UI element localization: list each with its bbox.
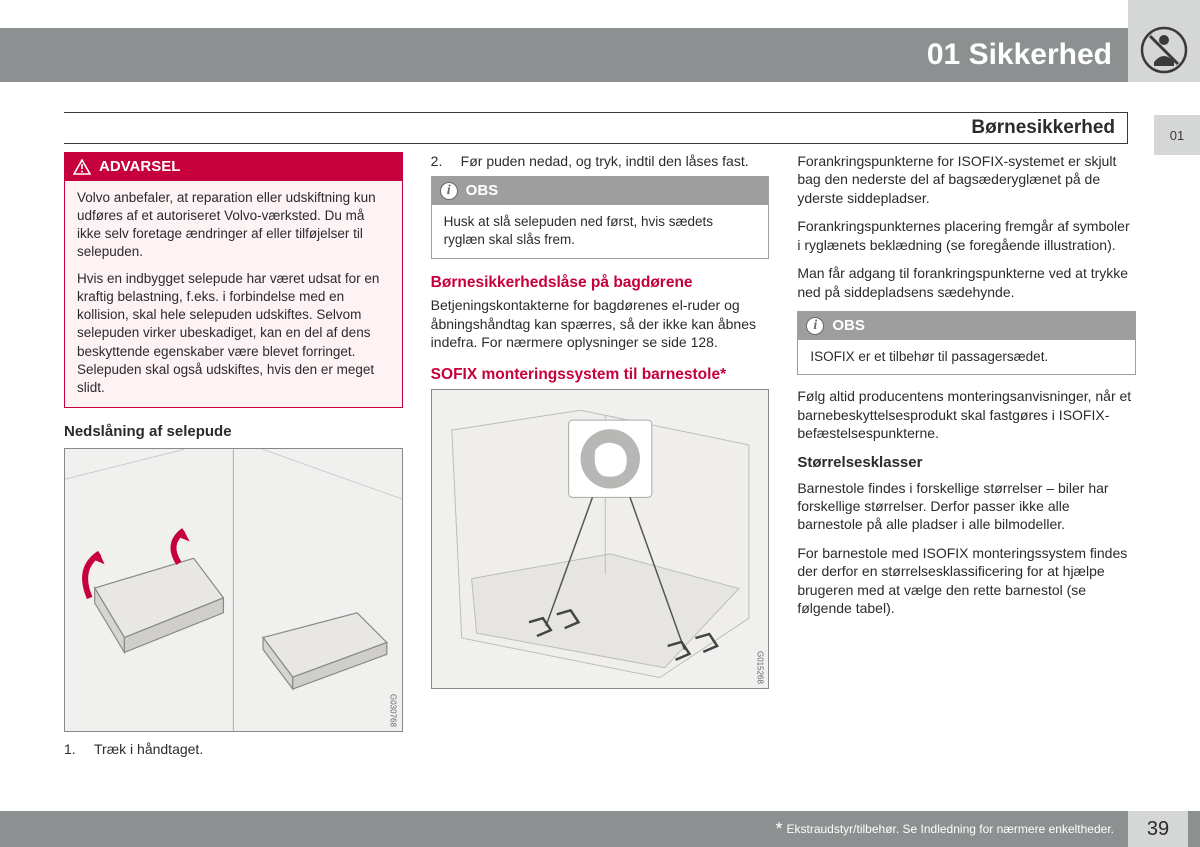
page-section-tab: 01 — [1154, 115, 1200, 155]
note-body: ISOFIX er et tilbehør til passagersædet. — [798, 340, 1135, 374]
list-item: 1. Træk i håndtaget. — [64, 740, 403, 758]
heading-nedslaning: Nedslåning af selepude — [64, 422, 403, 442]
info-icon: i — [440, 182, 458, 200]
content-area: ADVARSEL Volvo anbefaler, at reparation … — [64, 152, 1136, 764]
paragraph: Barnestole findes i forskellige størrels… — [797, 479, 1136, 534]
note-label: OBS — [466, 181, 499, 201]
warning-box: ADVARSEL Volvo anbefaler, at reparation … — [64, 152, 403, 408]
column-2: 2. Før puden nedad, og tryk, indtil den … — [431, 152, 770, 764]
list-number: 2. — [431, 152, 447, 170]
page-footer: * Ekstraudstyr/tilbehør. Se Indledning f… — [0, 811, 1200, 847]
warning-paragraph: Hvis en indbygget selepude har været uds… — [77, 270, 390, 398]
heading-bornesikkerhedslase: Børnesikkerhedslåse på bagdørene — [431, 273, 770, 292]
paragraph: Forankringspunkterne for ISOFIX-systemet… — [797, 152, 1136, 207]
note-header: i OBS — [432, 177, 769, 205]
asterisk-icon: * — [775, 819, 782, 840]
footer-note-text: Ekstraudstyr/tilbehør. Se Indledning for… — [786, 822, 1114, 836]
chapter-title: 01 Sikkerhed — [927, 38, 1112, 72]
warning-header: ADVARSEL — [65, 153, 402, 181]
illustration-id: G015268 — [754, 651, 765, 684]
heading-storrelsesklasser: Størrelsesklasser — [797, 453, 1136, 473]
note-header: i OBS — [798, 312, 1135, 340]
note-box: i OBS Husk at slå selepuden ned først, h… — [431, 176, 770, 258]
note-body: Husk at slå selepuden ned først, hvis sæ… — [432, 205, 769, 257]
note-box: i OBS ISOFIX er et tilbehør til passager… — [797, 311, 1136, 375]
info-icon: i — [806, 317, 824, 335]
note-label: OBS — [832, 316, 865, 336]
illustration-isofix: G015268 — [431, 389, 770, 689]
list-number: 1. — [64, 740, 80, 758]
warning-label: ADVARSEL — [99, 157, 180, 177]
warning-triangle-icon — [73, 159, 91, 175]
step-text: Træk i håndtaget. — [94, 740, 203, 758]
illustration-selepude: G030768 — [64, 448, 403, 732]
chapter-header: 01 Sikkerhed — [0, 28, 1128, 82]
paragraph: For barnestole med ISOFIX monteringssyst… — [797, 544, 1136, 618]
warning-paragraph: Volvo anbefaler, at reparation eller uds… — [77, 189, 390, 262]
illustration-id: G030768 — [387, 694, 398, 727]
footer-note: * Ekstraudstyr/tilbehør. Se Indledning f… — [775, 819, 1114, 840]
paragraph: Man får adgang til forankringspunkterne … — [797, 264, 1136, 301]
section-title: Børnesikkerhed — [971, 117, 1115, 139]
heading-sofix: SOFIX monteringssystem til barnestole* — [431, 365, 770, 384]
section-header: Børnesikkerhed — [64, 112, 1128, 144]
column-1: ADVARSEL Volvo anbefaler, at reparation … — [64, 152, 403, 764]
page-number: 39 — [1128, 811, 1188, 847]
step-text: Før puden nedad, og tryk, indtil den lås… — [461, 152, 749, 170]
paragraph: Betjeningskontakterne for bagdørenes el-… — [431, 296, 770, 351]
warning-body: Volvo anbefaler, at reparation eller uds… — [65, 181, 402, 407]
column-3: Forankringspunkterne for ISOFIX-systemet… — [797, 152, 1136, 764]
paragraph: Følg altid producentens monteringsanvisn… — [797, 387, 1136, 442]
chapter-icon-box — [1128, 0, 1200, 82]
seatbelt-icon — [1140, 26, 1188, 74]
list-item: 2. Før puden nedad, og tryk, indtil den … — [431, 152, 770, 170]
paragraph: Forankringspunkternes placering fremgår … — [797, 217, 1136, 254]
